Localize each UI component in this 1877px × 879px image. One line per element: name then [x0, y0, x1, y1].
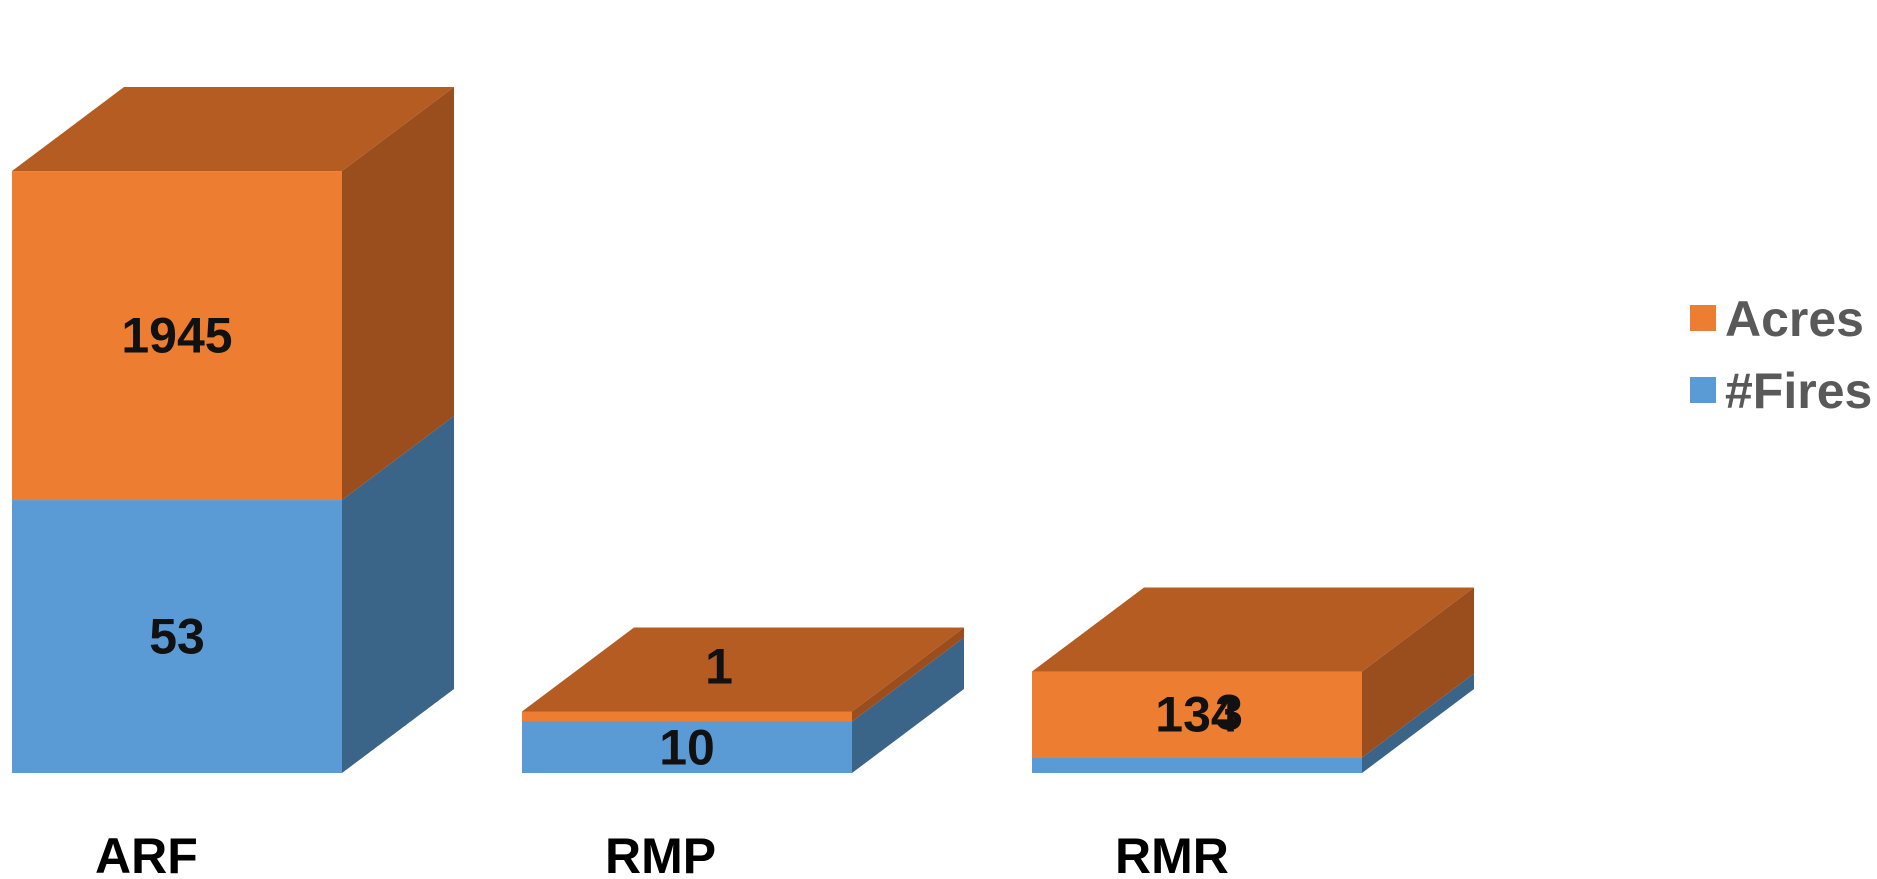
bar-side-rmp-acres: [852, 627, 964, 722]
category-label-arf: ARF: [95, 828, 198, 879]
data-label-rmr-fires: 3: [1215, 685, 1243, 741]
bar-side-rmp-fires: [852, 637, 964, 773]
legend-label-acres: Acres: [1725, 291, 1864, 347]
bar-rmp-fires: [522, 721, 852, 773]
data-label-arf-fires: 53: [149, 609, 205, 665]
bar-top-rmp: [522, 627, 964, 712]
data-label-rmp-acres: 1: [705, 639, 733, 695]
bar-arf-acres: [12, 171, 342, 501]
data-label-rmr-acres: 134: [1155, 687, 1239, 743]
bar-rmr-fires: [1032, 757, 1362, 773]
legend-swatch-acres: [1690, 305, 1716, 331]
legend: Acres #Fires: [1690, 291, 1872, 419]
bars-group: [12, 87, 1474, 773]
category-labels-group: ARF RMP RMR: [95, 828, 1229, 879]
bar-side-arf-fires: [342, 416, 454, 773]
bar-rmr-acres: [1032, 671, 1362, 758]
bar-arf-fires: [12, 500, 342, 773]
bar-side-arf-acres: [342, 87, 454, 501]
bar-top-rmr: [1032, 587, 1474, 672]
bar-side-rmr-acres: [1362, 587, 1474, 758]
legend-label-fires: #Fires: [1725, 363, 1872, 419]
bar-side-rmr-fires: [1362, 673, 1474, 773]
bar-top-arf: [12, 87, 454, 172]
data-label-arf-acres: 1945: [121, 308, 232, 364]
legend-swatch-fires: [1690, 377, 1716, 403]
data-label-rmp-fires: 10: [659, 719, 715, 775]
category-label-rmp: RMP: [605, 828, 716, 879]
category-label-rmr: RMR: [1115, 828, 1229, 879]
bar-rmp-acres: [522, 711, 852, 722]
